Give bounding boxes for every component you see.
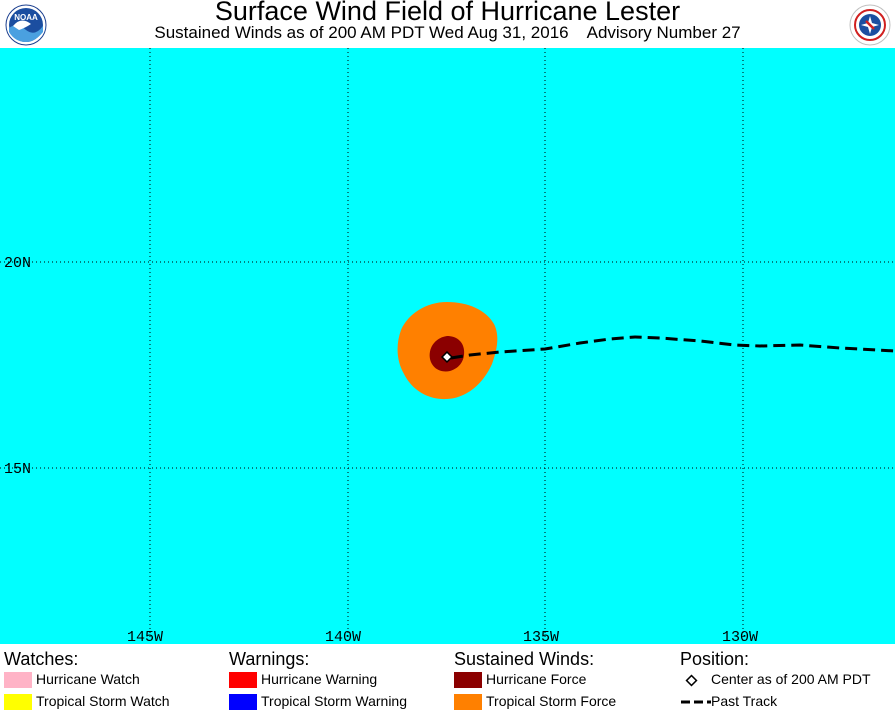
- past-track-icon: [681, 700, 711, 704]
- legend-winds-heading: Sustained Winds:: [454, 649, 595, 669]
- page-title: Surface Wind Field of Hurricane Lester: [214, 0, 681, 26]
- lat-lon-grid: [0, 48, 895, 644]
- hurricane-warning-swatch: [229, 672, 257, 688]
- lon-label-130w: 130W: [722, 629, 758, 644]
- hurricane-watch-label: Hurricane Watch: [36, 671, 140, 687]
- noaa-logo: NOAA: [5, 4, 47, 46]
- tropical-storm-force-label: Tropical Storm Force: [486, 693, 617, 709]
- storm-center-marker: [440, 350, 454, 364]
- legend-warnings-heading: Warnings:: [229, 649, 310, 669]
- hurricane-watch-swatch: [4, 672, 32, 688]
- nws-logo: [849, 4, 891, 46]
- hurricane-force-label: Hurricane Force: [486, 671, 587, 687]
- tropical-storm-watch-label: Tropical Storm Watch: [36, 693, 170, 709]
- legend-position-heading: Position:: [680, 649, 750, 669]
- lat-label-20n: 20N: [4, 255, 31, 272]
- tropical-storm-force-swatch: [454, 694, 482, 710]
- past-track-line: [450, 335, 895, 360]
- legend-watches-heading: Watches:: [4, 649, 79, 669]
- tropical-storm-watch-swatch: [4, 694, 32, 710]
- noaa-logo-text: NOAA: [14, 13, 38, 22]
- header: NOAA Surface Wind Field of Hurricane Les…: [0, 0, 895, 48]
- wind-field-map: 20N 15N 145W 140W 135W 130W: [0, 48, 895, 644]
- past-track-label: Past Track: [711, 693, 778, 709]
- hurricane-warning-label: Hurricane Warning: [261, 671, 378, 687]
- subtitle-advisory: Advisory Number 27: [586, 23, 741, 42]
- tropical-storm-warning-label: Tropical Storm Warning: [261, 693, 408, 709]
- hurricane-force-swatch: [454, 672, 482, 688]
- diamond-icon: [440, 350, 454, 364]
- center-position-label: Center as of 200 AM PDT: [711, 671, 871, 687]
- subtitle-time: Sustained Winds as of 200 AM PDT Wed Aug…: [154, 23, 569, 42]
- center-diamond-icon: [685, 674, 698, 687]
- lon-label-145w: 145W: [127, 629, 163, 644]
- tropical-storm-warning-swatch: [229, 694, 257, 710]
- page-subtitle: Sustained Winds as of 200 AM PDT Wed Aug…: [0, 23, 895, 43]
- lon-label-135w: 135W: [523, 629, 559, 644]
- lat-label-15n: 15N: [4, 461, 31, 478]
- legend: Watches: Hurricane Watch Tropical Storm …: [0, 644, 895, 716]
- lon-label-140w: 140W: [325, 629, 361, 644]
